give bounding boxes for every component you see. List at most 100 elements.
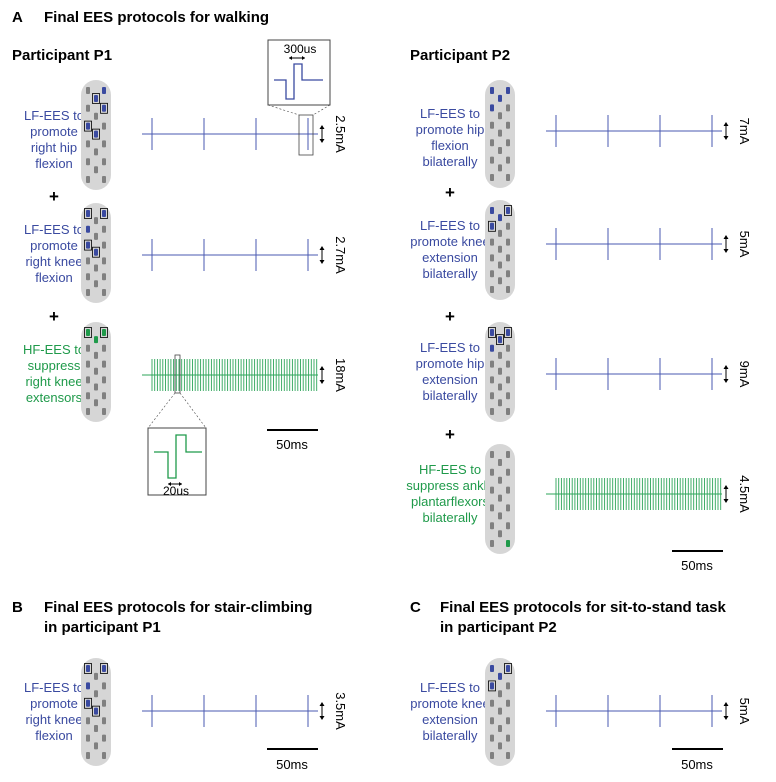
electrode-contact [102, 376, 106, 384]
zoom-guide [147, 392, 176, 429]
electrode-contact [490, 717, 494, 725]
electrode-contact [506, 174, 510, 181]
p2-row-0-label: LF-EES to promote hip flexion bilaterall… [416, 106, 485, 169]
electrode-contact [86, 241, 90, 249]
electrode-contact [506, 222, 510, 230]
lf-stimulation-trace [546, 228, 722, 260]
p2-row-1-label: LF-EES to promote knee extension bilater… [410, 218, 490, 281]
electrode-contact [102, 87, 106, 94]
electrode-contact [102, 140, 106, 148]
inset-20us: 20us [147, 354, 207, 498]
electrode-contact [102, 158, 106, 166]
electrode-contact [490, 87, 494, 94]
label-line: bilaterally [423, 154, 478, 169]
electrode-contact [506, 156, 510, 164]
active-contact-marker [92, 128, 100, 140]
electrode-contact [506, 329, 510, 336]
electrode-contact [490, 139, 494, 147]
electrode-contact [102, 273, 106, 281]
inset-bottom-label: 20us [163, 484, 189, 498]
arrow-head [319, 366, 325, 384]
label-line: extension [422, 372, 478, 387]
arrow-head [723, 235, 729, 253]
electrode-contact [102, 665, 106, 672]
electrode-contact [506, 104, 510, 112]
paddle-electrode-array [485, 322, 515, 422]
electrode-contact [490, 665, 494, 672]
electrode-contact [506, 752, 510, 759]
panel-a-title: Final EES protocols for walking [44, 9, 269, 26]
amplitude-indicator: 2.7mA [319, 236, 348, 274]
lf-stimulation-trace [546, 695, 722, 727]
label-line: LF-EES to [420, 106, 480, 121]
electrode-contact [506, 392, 510, 400]
electrode-contact [506, 451, 510, 458]
arrow-head [319, 125, 325, 143]
active-contact-marker [100, 102, 108, 114]
electrode-contact [94, 264, 98, 272]
amplitude-label: 7mA [737, 118, 752, 145]
active-contact-marker [92, 705, 100, 717]
electrode-contact [86, 376, 90, 384]
p2-row-2-label: LF-EES to promote hip extension bilatera… [416, 340, 485, 403]
panel-c-row: LF-EES to promote knee extension bilater… [410, 658, 752, 766]
electrode-contact [490, 121, 494, 129]
electrode-contact [102, 122, 106, 130]
electrode-contact [94, 725, 98, 733]
arrow-head [168, 482, 182, 486]
inset-top-label: 300us [284, 42, 317, 56]
electrode-contact [506, 522, 510, 530]
active-contact-marker [504, 663, 512, 674]
scale-bar-label: 50ms [276, 437, 308, 452]
amplitude-indicator: 3.5mA [319, 692, 348, 730]
electrode-contact [490, 360, 494, 368]
electrode-contact [506, 139, 510, 147]
active-contact-marker [92, 246, 100, 258]
active-contact-marker [84, 208, 92, 219]
panel-b-title-line: in participant P1 [44, 619, 161, 636]
panel-b-title-line: Final EES protocols for stair-climbing [44, 599, 312, 616]
active-contact-marker [100, 327, 108, 338]
lf-stimulation-trace [142, 695, 318, 727]
electrode-contact [86, 158, 90, 166]
electrode-contact [498, 367, 502, 375]
label-line: right knee [25, 374, 82, 389]
p2-row-3-label: HF-EES to suppress ankle plantarflexors … [406, 462, 493, 525]
electrode-contact [490, 270, 494, 278]
scale-bar-label: 50ms [681, 757, 713, 772]
electrode-contact [490, 156, 494, 164]
zoom-box [174, 354, 181, 394]
active-contact-marker [84, 327, 92, 338]
electrode-contact [94, 351, 98, 359]
electrode-contact [94, 130, 98, 138]
electrode-contact [94, 217, 98, 225]
paddle-electrode-array [81, 80, 111, 190]
electrode-contact [498, 707, 502, 715]
p1-row-knee-flexion: LF-EES to promote right knee flexion 2.7… [24, 203, 348, 303]
electrode-contact [102, 329, 106, 336]
electrode-contact [498, 147, 502, 155]
electrode-contact [490, 752, 494, 759]
p2-row-hip-flexion: LF-EES to promote hip flexion bilaterall… [416, 80, 752, 188]
electrode-contact [490, 486, 494, 494]
inset-biphasic-pulse [274, 63, 323, 100]
label-line: extensors [26, 390, 83, 405]
electrode-contact [94, 383, 98, 391]
electrode-contact [102, 734, 106, 742]
p2-heading: Participant P2 [410, 47, 510, 64]
amplitude-label: 5mA [737, 698, 752, 725]
electrode-contact [506, 376, 510, 384]
electrode-contact [498, 229, 502, 237]
electrode-contact [86, 665, 90, 672]
label-line: LF-EES to [24, 680, 84, 695]
electrode-contact [506, 486, 510, 494]
paddle-electrode-array [485, 200, 515, 300]
electrode-contact [506, 360, 510, 368]
electrode-contact [490, 207, 494, 214]
electrode-contact [94, 112, 98, 120]
active-contact-marker [504, 205, 512, 216]
electrode-contact [86, 408, 90, 415]
electrode-contact [102, 717, 106, 725]
electrode-contact [506, 734, 510, 742]
arrow-head [723, 122, 729, 140]
